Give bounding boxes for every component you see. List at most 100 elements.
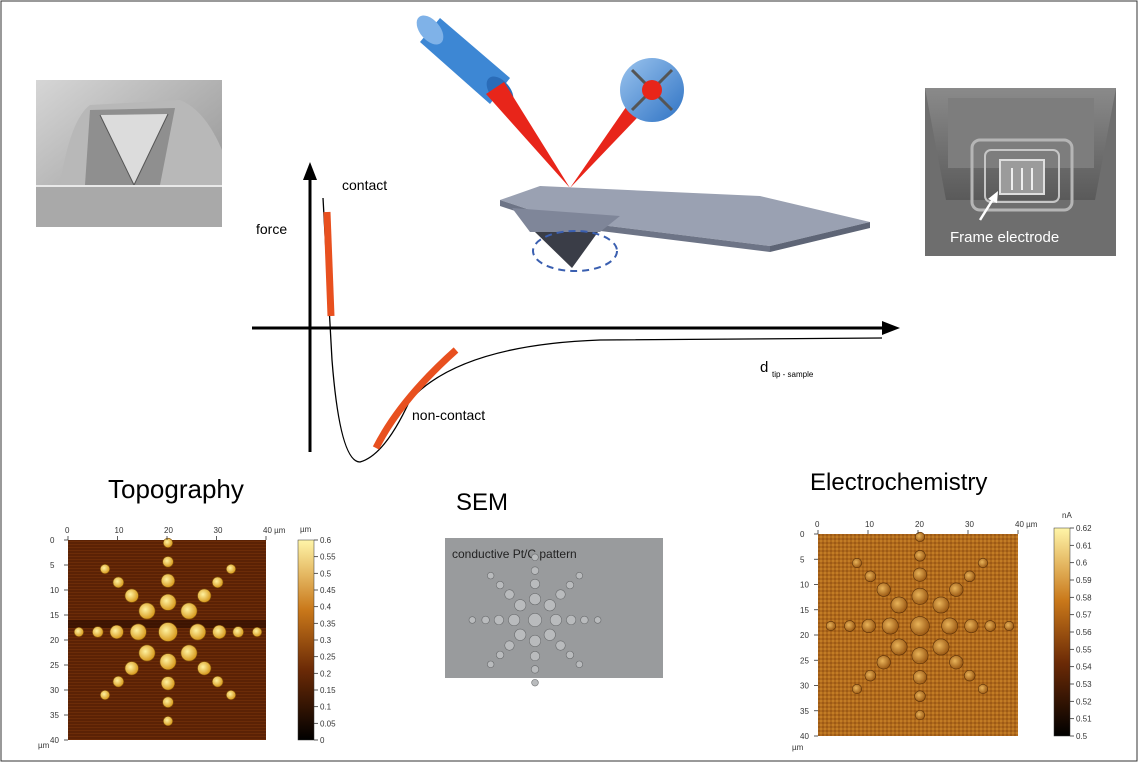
pattern-dot: [211, 675, 224, 688]
pattern-dot: [109, 624, 124, 640]
frame-electrode-label: Frame electrode: [950, 229, 1059, 246]
electrochemistry-colorbar: [1053, 527, 1071, 737]
electrochemistry-axis-unit: µm: [792, 743, 804, 752]
x-tick-label: 0: [815, 520, 820, 529]
pattern-dot: [138, 602, 156, 620]
x-tick-label: 30: [214, 526, 223, 535]
electrochemistry-panel: Electrochemistry 0 10 20 30 40 µm 0 5 10 15 20 25…: [792, 469, 1092, 752]
colorbar-tick-label: 0.61: [1076, 541, 1092, 550]
pattern-dot: [99, 563, 111, 575]
pattern-dot: [1004, 620, 1015, 632]
colorbar-tick-label: 0.4: [320, 603, 332, 612]
pattern-dot: [910, 616, 930, 636]
pattern-dot: [932, 596, 950, 614]
pattern-dot: [851, 683, 863, 695]
sem-title: SEM: [456, 489, 508, 516]
pattern-dot: [825, 620, 836, 632]
colorbar-tick-label: 0.57: [1076, 611, 1092, 620]
pattern-dot: [932, 638, 950, 656]
pattern-dot: [543, 628, 556, 641]
pattern-dot: [575, 660, 583, 668]
pattern-dot: [129, 623, 147, 641]
pattern-dot: [138, 644, 156, 662]
electrochemistry-star-pattern: [825, 531, 1015, 721]
pattern-dot: [112, 675, 125, 688]
x-tick-label: 10: [115, 526, 124, 535]
pattern-dot: [197, 588, 212, 603]
y-tick-label: 40: [50, 736, 59, 745]
pattern-dot: [912, 567, 928, 582]
photodetector: [620, 58, 684, 122]
topography-y-ticks: 0 5 10 15 20 25 30 35 40: [50, 536, 68, 745]
pattern-dot: [529, 578, 541, 589]
y-tick-label: 0: [50, 536, 55, 545]
colorbar-tick-label: 0.6: [320, 536, 332, 545]
pattern-dot: [964, 618, 979, 634]
pattern-dot: [531, 679, 539, 687]
pattern-dot: [162, 696, 174, 708]
laser-beam-incident: [486, 82, 570, 188]
colorbar-tick-label: 0.55: [320, 553, 336, 562]
pattern-dot: [252, 626, 263, 638]
y-tick-label: 5: [50, 561, 55, 570]
noncontact-region: [372, 347, 459, 450]
y-tick-label: 5: [800, 555, 805, 564]
pattern-dot: [514, 599, 527, 612]
y-tick-label: 35: [50, 711, 59, 720]
pattern-dot: [864, 570, 877, 583]
pattern-dot: [890, 638, 908, 656]
electrochemistry-colorbar-unit: nA: [1062, 511, 1072, 520]
pattern-dot: [468, 616, 476, 624]
colorbar-tick-label: 0.45: [320, 586, 336, 595]
colorbar-tick-label: 0.5: [320, 569, 332, 578]
pattern-dot: [963, 570, 976, 583]
pattern-dot: [160, 676, 176, 691]
pattern-dot: [911, 587, 929, 605]
pattern-dot: [912, 670, 928, 685]
pattern-dot: [876, 655, 891, 670]
pattern-dot: [162, 537, 174, 548]
topography-panel: Topography 0 10 20 30 40 µm 0 5 10 15 20 25 30 35 40…: [38, 474, 336, 750]
pattern-dot: [881, 617, 899, 635]
x-tick-label: 30: [965, 520, 974, 529]
pattern-dot: [566, 614, 577, 626]
colorbar-tick-label: 0.2: [320, 669, 332, 678]
cantilever: [500, 186, 870, 268]
pattern-dot: [890, 596, 908, 614]
sem-tip-inset: [36, 80, 222, 227]
pattern-dot: [92, 626, 104, 638]
pattern-dot: [594, 616, 602, 624]
pattern-dot: [949, 655, 964, 670]
pattern-dot: [508, 613, 521, 626]
colorbar-tick-label: 0.54: [1076, 663, 1092, 672]
y-tick-label: 40: [800, 732, 809, 741]
pattern-dot: [941, 617, 959, 635]
colorbar-tick-label: 0: [320, 736, 325, 745]
x-tick-label: 0: [65, 526, 70, 535]
sem-caption: conductive Pt/C pattern: [452, 547, 577, 561]
pattern-dot: [211, 576, 224, 589]
colorbar-tick-label: 0.1: [320, 703, 332, 712]
pattern-dot: [493, 614, 504, 626]
pattern-dot: [162, 716, 174, 727]
y-tick-label: 25: [800, 656, 809, 665]
afm-setup-illustration: [416, 15, 870, 272]
pattern-dot: [914, 550, 926, 562]
pattern-dot: [180, 644, 198, 662]
pattern-dot: [530, 665, 540, 674]
y-tick-label: 30: [800, 682, 809, 691]
x-tick-label: 20: [915, 520, 924, 529]
pattern-dot: [162, 556, 174, 568]
y-tick-label: 0: [800, 530, 805, 539]
pattern-dot: [528, 613, 542, 627]
pattern-dot: [225, 563, 237, 575]
pattern-dot: [495, 650, 505, 660]
colorbar-tick-label: 0.05: [320, 719, 336, 728]
pattern-dot: [232, 626, 244, 638]
x-tick-label: 10: [865, 520, 874, 529]
colorbar-tick-label: 0.52: [1076, 697, 1092, 706]
colorbar-tick-label: 0.58: [1076, 593, 1092, 602]
y-tick-label: 10: [800, 581, 809, 590]
topography-colorbar: [297, 539, 315, 741]
